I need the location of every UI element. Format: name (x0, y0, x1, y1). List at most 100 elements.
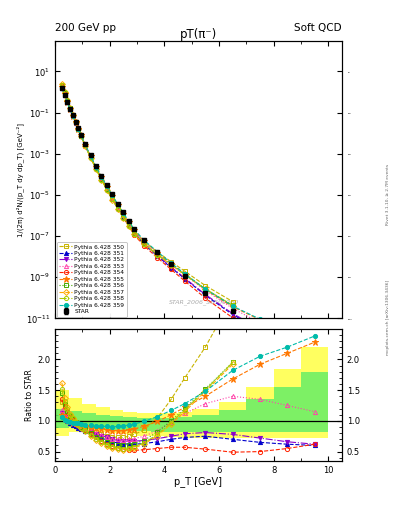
Pythia 6.428 359 (83, 141, 87, 147)
Pythia 6.428 359 (79, 132, 83, 138)
Pythia 6.428 358 (230, 303, 235, 309)
Pythia 6.428 351 (83, 142, 87, 148)
Line: Pythia 6.428 354: Pythia 6.428 354 (60, 83, 317, 356)
Pythia 6.428 354 (94, 165, 98, 172)
Text: 200 GeV pp: 200 GeV pp (55, 23, 116, 33)
Pythia 6.428 353 (169, 262, 173, 268)
Pythia 6.428 356 (94, 165, 98, 172)
Pythia 6.428 354 (203, 295, 208, 301)
Pythia 6.428 359 (169, 260, 173, 266)
Pythia 6.428 351 (88, 154, 93, 160)
Pythia 6.428 353 (76, 126, 81, 132)
Pythia 6.428 355 (62, 91, 67, 97)
Pythia 6.428 350 (73, 119, 78, 125)
Pythia 6.428 359 (203, 286, 208, 292)
Pythia 6.428 357 (182, 272, 187, 278)
Pythia 6.428 350 (127, 220, 131, 226)
Pythia 6.428 355 (155, 249, 160, 255)
Pythia 6.428 352 (182, 275, 187, 281)
Pythia 6.428 351 (94, 165, 98, 172)
Line: Pythia 6.428 359: Pythia 6.428 359 (60, 86, 317, 344)
Pythia 6.428 359 (257, 316, 262, 322)
Pythia 6.428 352 (203, 291, 208, 297)
Pythia 6.428 356 (59, 82, 64, 88)
Y-axis label: Ratio to STAR: Ratio to STAR (25, 369, 34, 421)
Pythia 6.428 356 (65, 97, 70, 103)
Pythia 6.428 352 (285, 339, 290, 345)
Pythia 6.428 350 (116, 203, 120, 209)
Pythia 6.428 352 (132, 229, 137, 236)
Pythia 6.428 354 (141, 243, 146, 249)
Pythia 6.428 357 (141, 241, 146, 247)
Pythia 6.428 352 (59, 84, 64, 91)
Pythia 6.428 353 (59, 84, 64, 90)
Pythia 6.428 356 (99, 176, 104, 182)
Pythia 6.428 354 (68, 105, 72, 111)
Pythia 6.428 350 (132, 228, 137, 234)
Pythia 6.428 353 (65, 98, 70, 104)
Pythia 6.428 355 (285, 329, 290, 335)
Pythia 6.428 354 (65, 98, 70, 104)
Pythia 6.428 356 (182, 271, 187, 278)
Pythia 6.428 352 (169, 264, 173, 270)
Line: Pythia 6.428 350: Pythia 6.428 350 (60, 84, 235, 304)
Pythia 6.428 355 (110, 193, 115, 199)
Pythia 6.428 354 (110, 196, 115, 202)
Pythia 6.428 358 (59, 81, 64, 88)
Pythia 6.428 358 (99, 177, 104, 183)
Pythia 6.428 350 (155, 249, 160, 255)
Pythia 6.428 357 (169, 262, 173, 268)
Line: Pythia 6.428 355: Pythia 6.428 355 (59, 84, 318, 346)
Pythia 6.428 353 (94, 165, 98, 171)
Pythia 6.428 353 (141, 240, 146, 246)
Pythia 6.428 359 (105, 183, 109, 189)
Pythia 6.428 358 (116, 206, 120, 212)
Pythia 6.428 356 (203, 286, 208, 292)
Pythia 6.428 353 (110, 195, 115, 201)
Pythia 6.428 358 (62, 89, 67, 95)
Pythia 6.428 358 (79, 133, 83, 139)
Pythia 6.428 353 (79, 133, 83, 139)
Pythia 6.428 353 (99, 175, 104, 181)
Pythia 6.428 359 (73, 119, 78, 125)
Pythia 6.428 359 (110, 193, 115, 199)
Pythia 6.428 350 (121, 212, 126, 218)
Pythia 6.428 359 (62, 92, 67, 98)
Pythia 6.428 351 (76, 126, 81, 133)
Pythia 6.428 352 (83, 142, 87, 148)
Pythia 6.428 354 (116, 206, 120, 212)
Pythia 6.428 355 (73, 119, 78, 125)
Pythia 6.428 359 (59, 85, 64, 91)
Pythia 6.428 351 (121, 213, 126, 219)
Pythia 6.428 352 (257, 326, 262, 332)
Pythia 6.428 355 (312, 339, 317, 346)
Pythia 6.428 351 (62, 92, 67, 98)
Pythia 6.428 351 (230, 311, 235, 317)
Pythia 6.428 358 (73, 119, 78, 125)
Pythia 6.428 357 (203, 286, 208, 292)
Pythia 6.428 354 (62, 90, 67, 96)
Pythia 6.428 354 (230, 315, 235, 321)
Text: STAR_2006_S6500200: STAR_2006_S6500200 (169, 299, 239, 305)
Pythia 6.428 359 (155, 249, 160, 255)
Pythia 6.428 359 (127, 218, 131, 224)
Pythia 6.428 352 (105, 185, 109, 191)
Pythia 6.428 352 (121, 212, 126, 219)
Pythia 6.428 353 (257, 320, 262, 326)
Pythia 6.428 358 (65, 97, 70, 103)
Pythia 6.428 359 (230, 303, 235, 309)
Pythia 6.428 357 (116, 206, 120, 212)
Pythia 6.428 356 (68, 105, 72, 111)
Pythia 6.428 350 (88, 154, 93, 160)
Pythia 6.428 358 (203, 286, 208, 292)
Pythia 6.428 358 (105, 187, 109, 193)
Pythia 6.428 350 (230, 298, 235, 305)
Pythia 6.428 353 (88, 154, 93, 160)
Pythia 6.428 354 (73, 119, 78, 125)
Pythia 6.428 352 (99, 175, 104, 181)
Pythia 6.428 350 (83, 142, 87, 148)
Pythia 6.428 358 (155, 251, 160, 258)
Pythia 6.428 351 (68, 106, 72, 112)
Pythia 6.428 352 (76, 126, 81, 132)
Line: Pythia 6.428 357: Pythia 6.428 357 (60, 82, 235, 308)
